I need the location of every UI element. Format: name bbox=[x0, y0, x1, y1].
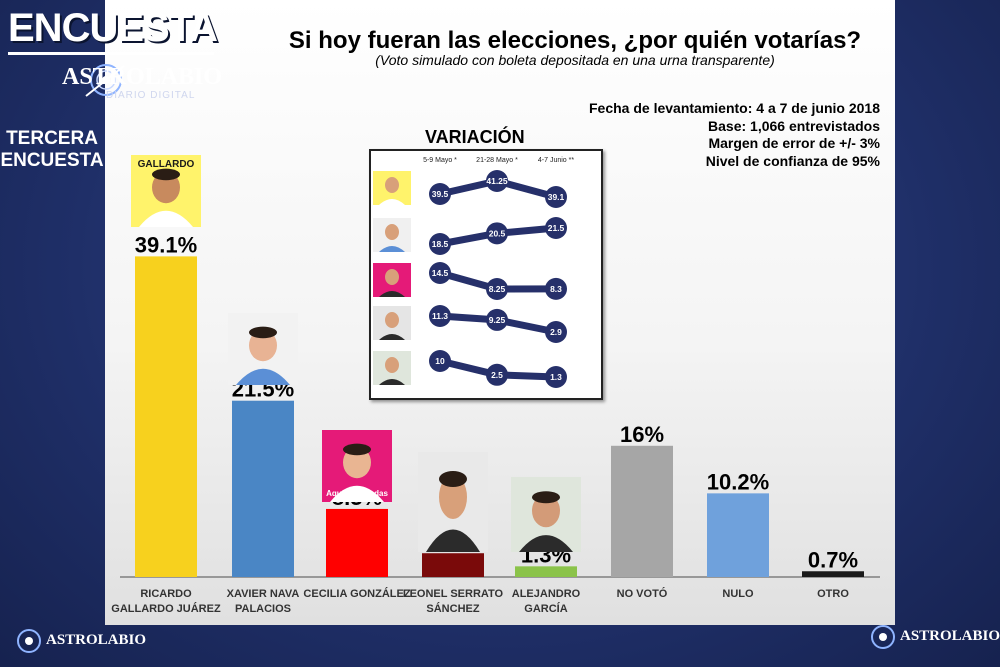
variation-value: 8.3 bbox=[550, 284, 562, 294]
bar bbox=[232, 400, 294, 577]
candidate-photo bbox=[511, 477, 581, 552]
variation-point bbox=[429, 262, 451, 284]
variation-value: 9.25 bbox=[489, 315, 506, 325]
variation-point bbox=[429, 183, 451, 206]
chart-subtitle: (Voto simulado con boleta depositada en … bbox=[375, 52, 775, 68]
data-label: 0.7% bbox=[808, 547, 858, 572]
footer-logo-left: ASTROLABIO bbox=[14, 624, 146, 658]
astrolabe-logo-icon bbox=[85, 64, 125, 97]
data-label: 10.2% bbox=[707, 469, 769, 494]
variation-value: 20.5 bbox=[489, 228, 506, 238]
variation-value: 39.5 bbox=[432, 189, 449, 199]
bar bbox=[135, 256, 197, 577]
variation-value: 11.3 bbox=[432, 311, 448, 321]
bar bbox=[707, 493, 769, 577]
category-label: NULO bbox=[722, 588, 754, 600]
edition-line-2: ENCUESTA bbox=[0, 150, 104, 171]
variation-value: 10 bbox=[435, 356, 445, 366]
variation-period-label: 5-9 Mayo * bbox=[423, 157, 457, 164]
variation-box: 5-9 Mayo * 21-28 Mayo * 4-7 Junio ** 39.5 41… bbox=[369, 149, 603, 400]
edition-line-1: TERCERA bbox=[6, 128, 98, 149]
variation-value: 39.1 bbox=[548, 192, 565, 202]
edition-label: TERCERA ENCUESTA bbox=[0, 128, 104, 172]
meta-fecha: Fecha de levantamiento: 4 a 7 de junio 2… bbox=[589, 100, 880, 116]
variation-point bbox=[486, 170, 508, 192]
variation-chart: 5-9 Mayo * 21-28 Mayo * 4-7 Junio ** 39.5 41… bbox=[373, 157, 574, 388]
bar bbox=[515, 566, 577, 577]
category-label: RICARDO bbox=[140, 588, 192, 600]
category-label: GARCÍA bbox=[524, 602, 567, 615]
candidate-photo bbox=[418, 452, 488, 552]
variation-point bbox=[545, 186, 567, 208]
data-label: 16% bbox=[620, 422, 664, 447]
footer-logo-right: ASTROLABIO bbox=[868, 620, 1000, 654]
variation-thumb bbox=[373, 351, 411, 385]
variation-title: VARIACIÓN bbox=[425, 127, 525, 147]
variation-value: 1.3 bbox=[550, 372, 562, 382]
variation-point bbox=[486, 222, 508, 245]
variation-thumb bbox=[373, 171, 411, 205]
meta-margen: Margen de error de +/- 3% bbox=[708, 135, 880, 151]
brand-name: ASTROLABIO bbox=[62, 64, 223, 90]
variation-value: 18.5 bbox=[432, 239, 449, 249]
meta-confianza: Nivel de confianza de 95% bbox=[705, 152, 880, 169]
variation-point bbox=[486, 308, 508, 331]
variation-point bbox=[545, 277, 567, 300]
astrolabe-logo-icon bbox=[871, 625, 895, 649]
variation-point bbox=[545, 217, 567, 239]
bar bbox=[611, 445, 673, 577]
variation-point bbox=[545, 321, 567, 343]
variation-value: 8.25 bbox=[489, 284, 506, 294]
category-label: SÁNCHEZ bbox=[426, 602, 479, 615]
data-label: 39.1% bbox=[135, 232, 197, 257]
variation-thumb bbox=[373, 263, 411, 297]
bar bbox=[802, 571, 864, 577]
variation-point bbox=[429, 233, 451, 255]
variation-point bbox=[486, 278, 508, 300]
variation-thumb bbox=[373, 218, 411, 252]
variation-point bbox=[429, 305, 451, 327]
survey-meta: Fecha de levantamiento: 4 a 7 de junio 2… bbox=[520, 100, 880, 170]
variation-thumb bbox=[373, 306, 411, 340]
variation-value: 2.5 bbox=[491, 370, 503, 380]
variation-value: 41.25 bbox=[486, 176, 508, 186]
category-label: OTRO bbox=[817, 588, 849, 600]
photo-caption: Aquí Tú Mandas bbox=[326, 489, 388, 498]
variation-point bbox=[429, 350, 451, 372]
footer-brand-left: ASTROLABIO bbox=[46, 632, 147, 648]
category-label: NO VOTÓ bbox=[617, 587, 668, 600]
astrolabe-logo-icon bbox=[17, 629, 41, 653]
candidate-photo bbox=[228, 313, 298, 385]
variation-value: 21.5 bbox=[548, 223, 565, 233]
meta-base: Base: 1,066 entrevistados bbox=[708, 117, 880, 134]
category-label: GALLARDO JUÁREZ bbox=[111, 602, 221, 615]
category-label: PALACIOS bbox=[235, 603, 291, 615]
chart-title: Si hoy fueran las elecciones, ¿por quién… bbox=[288, 27, 862, 54]
candidate-photo: Aquí Tú Mandas bbox=[322, 430, 392, 502]
variation-point bbox=[545, 366, 567, 388]
variation-point bbox=[486, 363, 508, 386]
footer-brand-right: ASTROLABIO bbox=[900, 628, 1000, 644]
variation-period-label: 21-28 Mayo * bbox=[476, 157, 518, 164]
photo-caption: GALLARDO bbox=[138, 159, 195, 170]
brand-subtitle: DIARIO DIGITAL bbox=[106, 90, 196, 101]
brand-title: ENCUESTA bbox=[8, 6, 218, 50]
category-label: XAVIER NAVA bbox=[227, 588, 300, 600]
candidate-photo: GALLARDO bbox=[131, 155, 201, 227]
bar bbox=[422, 553, 484, 577]
category-label: LEONEL SERRATO bbox=[403, 588, 504, 600]
category-label: CECILIA GONZÁLEZ bbox=[303, 587, 410, 600]
variation-value: 14.5 bbox=[432, 268, 449, 278]
bar bbox=[326, 508, 388, 577]
variation-period-label: 4-7 Junio ** bbox=[538, 157, 574, 164]
brand-rule bbox=[8, 52, 214, 55]
variation-value: 2.9 bbox=[550, 327, 562, 337]
category-label: ALEJANDRO bbox=[512, 588, 581, 600]
